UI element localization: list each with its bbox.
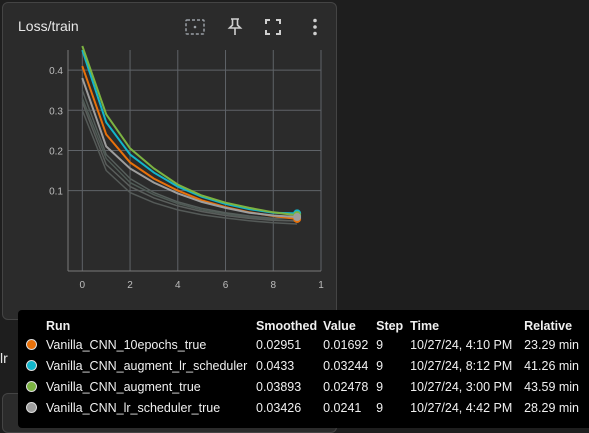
tooltip-table: Run Smoothed Value Step Time Relative Va… xyxy=(26,318,585,418)
series-point[interactable] xyxy=(293,213,302,222)
tooltip-smoothed-cell: 0.03426 xyxy=(256,400,302,415)
tooltip-smoothed-cell: 0.03893 xyxy=(256,379,302,394)
fullscreen-icon xyxy=(265,19,281,35)
series-line[interactable] xyxy=(81,65,298,220)
y-tick-label: 0.3 xyxy=(49,106,63,117)
tooltip-value-cell: 0.03244 xyxy=(323,358,369,373)
tooltip-relative-cell: 28.29 min xyxy=(524,400,580,415)
x-tick-label: 4 xyxy=(175,280,181,291)
tooltip-row: Vanilla_CNN_lr_scheduler_true 0.03426 0.02… xyxy=(26,397,585,418)
fit-domain-button[interactable] xyxy=(184,16,206,38)
tooltip-step-cell: 9 xyxy=(376,358,384,373)
step-header: Step xyxy=(376,319,404,333)
run-color-dot xyxy=(26,380,37,392)
run-color-dot xyxy=(26,359,37,371)
more-options-button[interactable] xyxy=(304,16,326,38)
run-color-cell xyxy=(26,376,46,397)
tooltip-value-cell: 0.01692 xyxy=(323,337,369,352)
smoothed-header: Smoothed xyxy=(256,319,318,333)
run-color-dot xyxy=(26,401,37,413)
fit-domain-icon xyxy=(185,19,205,35)
tooltip-time-cell: 10/27/24, 8:12 PM xyxy=(410,358,513,373)
tooltip-run-cell: Vanilla_CNN_augment_true xyxy=(46,379,201,394)
value-header: Value xyxy=(323,319,356,333)
series-line[interactable] xyxy=(81,45,298,217)
tooltip-step-cell: 9 xyxy=(376,379,384,394)
more-vert-icon xyxy=(313,18,317,36)
y-tick-label: 0.1 xyxy=(49,187,63,198)
run-color-dot xyxy=(26,338,37,350)
tooltip-time-cell: 10/27/24, 4:42 PM xyxy=(410,400,513,415)
y-tick-label: 0.2 xyxy=(49,146,63,157)
run-color-cell xyxy=(26,334,46,355)
tooltip-time-cell: 10/27/24, 4:10 PM xyxy=(410,337,513,352)
relative-header: Relative xyxy=(524,319,573,333)
tooltip-row: Vanilla_CNN_augment_lr_scheduler 0.0433 0.… xyxy=(26,355,585,376)
raw-series-line xyxy=(81,110,298,225)
x-tick-label: 1 xyxy=(318,280,324,291)
raw-series-line xyxy=(81,89,298,220)
loss-chart[interactable]: 0 2 4 6 8 1 0.1 0.2 0.3 0.4 xyxy=(3,3,338,303)
x-tick-label: 8 xyxy=(270,280,276,291)
x-tick-label: 2 xyxy=(127,280,133,291)
time-header: Time xyxy=(410,319,440,333)
tooltip-relative-cell: 43.59 min xyxy=(524,379,580,394)
loss-train-card: Loss/train 0 2 4 6 8 1 0.1 0.2 0.3 0.4 xyxy=(2,2,337,320)
tooltip-run-cell: Vanilla_CNN_augment_lr_scheduler xyxy=(46,358,248,373)
tooltip-relative-cell: 41.26 min xyxy=(524,358,580,373)
tooltip-value-cell: 0.0241 xyxy=(323,400,362,415)
lr-group-label: lr xyxy=(0,350,8,366)
tooltip-row: Vanilla_CNN_10epochs_true 0.02951 0.01692 9… xyxy=(26,334,585,355)
tooltip-step-cell: 9 xyxy=(376,400,384,415)
tooltip-run-cell: Vanilla_CNN_10epochs_true xyxy=(46,337,207,352)
x-tick-label: 6 xyxy=(223,280,229,291)
tooltip-header-row: Run Smoothed Value Step Time Relative xyxy=(26,318,585,334)
raw-series-line xyxy=(81,101,298,222)
color-header xyxy=(26,318,46,334)
tooltip-time-cell: 10/27/24, 3:00 PM xyxy=(410,379,513,394)
fullscreen-button[interactable] xyxy=(262,16,284,38)
tooltip-step-cell: 9 xyxy=(376,337,384,352)
series-line[interactable] xyxy=(81,77,298,218)
tooltip-smoothed-cell: 0.0433 xyxy=(256,358,295,373)
pin-button[interactable] xyxy=(224,16,246,38)
y-tick-label: 0.4 xyxy=(49,66,63,77)
tooltip-row: Vanilla_CNN_augment_true 0.03893 0.02478 9 1… xyxy=(26,376,585,397)
raw-series-line xyxy=(81,97,298,222)
tooltip-smoothed-cell: 0.02951 xyxy=(256,337,302,352)
tooltip-relative-cell: 23.29 min xyxy=(524,337,580,352)
x-tick-label: 0 xyxy=(80,280,86,291)
tooltip-value-cell: 0.02478 xyxy=(323,379,369,394)
data-tooltip: Run Smoothed Value Step Time Relative Va… xyxy=(18,310,589,428)
card-title: Loss/train xyxy=(18,18,79,34)
run-color-cell xyxy=(26,355,46,376)
tooltip-body: Vanilla_CNN_10epochs_true 0.02951 0.01692 9… xyxy=(26,334,585,418)
series-line[interactable] xyxy=(81,49,298,215)
run-color-cell xyxy=(26,397,46,418)
pin-icon xyxy=(227,18,243,35)
run-header: Run xyxy=(46,319,71,333)
tooltip-run-cell: Vanilla_CNN_lr_scheduler_true xyxy=(46,400,221,415)
